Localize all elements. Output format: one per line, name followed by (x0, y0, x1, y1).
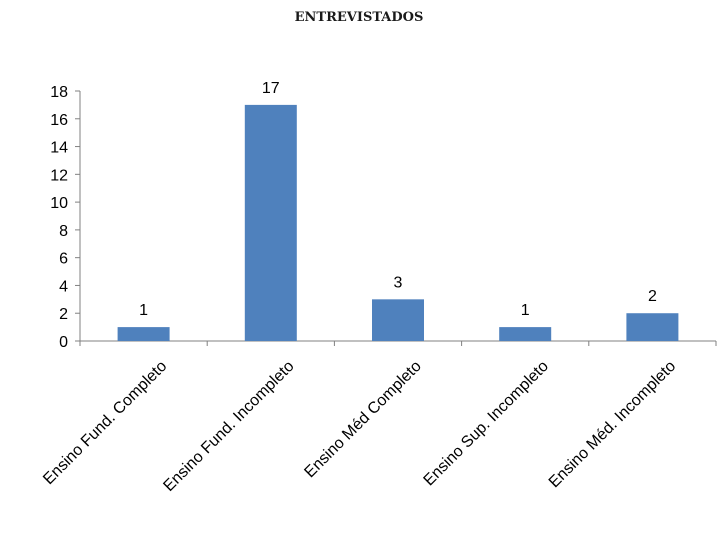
bar (244, 104, 297, 341)
y-tick-label: 4 (59, 278, 68, 295)
bar (499, 327, 552, 341)
y-tick-label: 18 (50, 84, 68, 101)
y-tick-label: 12 (50, 167, 68, 184)
chart-title: ENTREVISTADOS (294, 10, 424, 25)
y-tick-label: 10 (50, 195, 68, 212)
x-tick-label: Ensino Fund. Incompleto (160, 358, 297, 495)
bar (117, 327, 170, 341)
bar (372, 299, 424, 341)
x-tick-label: Ensino Sup. Incompleto (421, 358, 553, 490)
data-label: 2 (648, 288, 657, 305)
data-label: 1 (139, 302, 148, 319)
bar (626, 313, 679, 341)
y-tick-label: 8 (59, 223, 68, 240)
y-tick-label: 14 (50, 140, 68, 157)
y-tick-label: 2 (59, 306, 68, 323)
y-tick-label: 0 (59, 334, 68, 351)
x-tick-label: Ensino Fund. Completo (40, 358, 170, 488)
data-label: 17 (262, 80, 280, 97)
data-label: 3 (394, 274, 403, 291)
y-tick-label: 6 (59, 251, 68, 268)
y-tick-label: 16 (50, 112, 68, 129)
x-tick-label: Ensino Méd Completo (301, 358, 424, 481)
data-label: 1 (521, 302, 530, 319)
x-tick-label: Ensino Méd. Incompleto (546, 358, 679, 491)
